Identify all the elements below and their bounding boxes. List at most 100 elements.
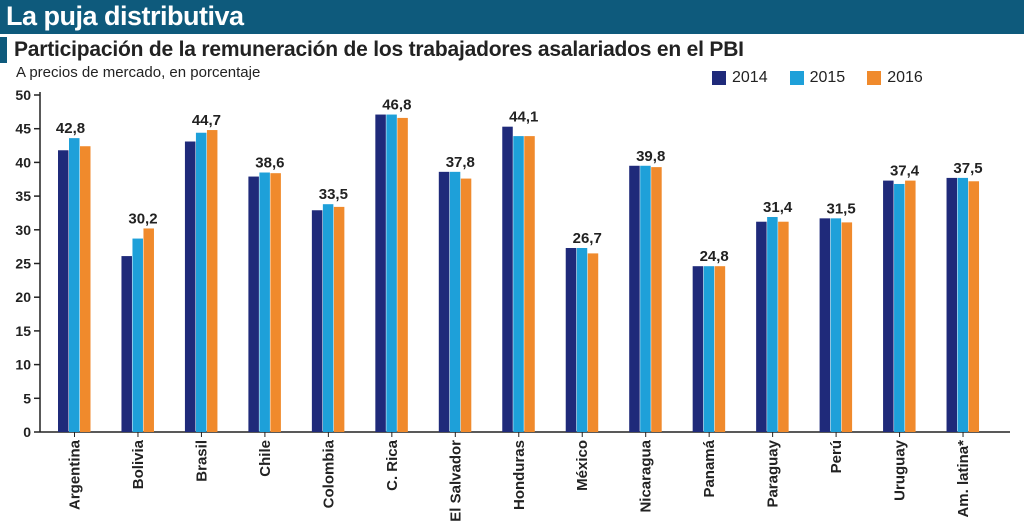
legend-swatch-2016 — [867, 71, 882, 85]
y-tick-label: 10 — [15, 357, 31, 373]
bar-2016 — [397, 117, 408, 432]
bar-2015 — [386, 114, 397, 433]
x-tick-label: Uruguay — [892, 439, 909, 501]
data-label: 37,5 — [953, 160, 982, 177]
data-label: 38,6 — [255, 155, 284, 172]
data-label: 24,8 — [700, 248, 729, 265]
y-tick-label: 15 — [15, 323, 31, 339]
bar-2015 — [576, 247, 588, 432]
legend-item-2014: 2014 — [712, 69, 768, 87]
bar-2015 — [259, 172, 270, 432]
data-label: 39,8 — [636, 148, 665, 165]
y-tick-label: 50 — [15, 87, 31, 103]
bar-2014 — [819, 218, 831, 432]
bar-2016 — [778, 221, 789, 432]
data-label: 31,4 — [763, 199, 793, 216]
bar-2015 — [767, 216, 778, 432]
y-tick-label: 40 — [15, 154, 31, 170]
bar-2016 — [651, 167, 662, 433]
bar-2014 — [311, 210, 323, 432]
bar-2016 — [333, 206, 345, 432]
bar-2016 — [587, 253, 599, 432]
bar-2015 — [957, 177, 969, 432]
y-tick-label: 25 — [15, 256, 31, 272]
bar-2014 — [883, 180, 894, 432]
data-label: 26,7 — [573, 230, 602, 247]
bar-2016 — [905, 180, 916, 432]
data-label: 30,2 — [128, 210, 157, 227]
bar-2015 — [69, 138, 80, 433]
bar-2015 — [322, 204, 334, 432]
bar-2015 — [640, 165, 651, 432]
bar-2015 — [830, 218, 842, 432]
bar-2015 — [703, 266, 715, 432]
bar-2016 — [80, 146, 91, 432]
x-tick-label: Chile — [257, 440, 274, 477]
x-tick-label: Nicaragua — [638, 439, 655, 512]
x-tick-label: Honduras — [511, 440, 528, 510]
bar-2014 — [502, 126, 513, 432]
page-title: La puja distributiva — [6, 1, 244, 31]
x-tick-label: Colombia — [320, 439, 337, 508]
y-tick-label: 0 — [23, 424, 31, 440]
bar-2014 — [692, 266, 704, 432]
subtitle-accent-bar — [0, 37, 7, 63]
bar-2015 — [894, 183, 905, 432]
x-tick-label: Perú — [828, 440, 845, 473]
bar-2014 — [438, 171, 450, 432]
bar-2015 — [132, 238, 143, 432]
bar-2016 — [460, 178, 472, 432]
legend-label-2016: 2016 — [887, 69, 923, 86]
bar-2014 — [121, 256, 132, 432]
bar-2015 — [195, 132, 207, 432]
legend-label-2015: 2015 — [809, 69, 846, 86]
x-tick-label: Brasil — [193, 440, 210, 482]
data-label: 37,8 — [446, 154, 475, 171]
x-tick-label: Bolivia — [130, 439, 147, 489]
bar-2016 — [206, 130, 218, 432]
legend-item-2016: 2016 — [867, 69, 923, 87]
x-tick-label: Am. latina* — [955, 440, 972, 518]
bar-2016 — [968, 181, 980, 432]
chart-unit-note: A precios de mercado, en porcentaje — [16, 64, 261, 81]
legend-swatch-2015 — [789, 71, 804, 85]
bar-2016 — [143, 228, 154, 432]
x-tick-label: C. Rica — [384, 439, 401, 491]
legend-swatch-2014 — [712, 71, 726, 85]
legend-item-2015: 2015 — [789, 69, 846, 87]
data-label: 42,8 — [56, 120, 85, 137]
bar-2016 — [524, 136, 535, 432]
x-tick-label: Panamá — [701, 439, 718, 497]
data-label: 46,8 — [382, 97, 411, 114]
y-tick-label: 20 — [15, 289, 31, 305]
data-label: 37,4 — [890, 163, 920, 180]
bar-2015 — [513, 136, 524, 432]
bar-2014 — [184, 141, 196, 433]
x-tick-label: Argentina — [67, 439, 84, 510]
data-label: 33,5 — [319, 186, 348, 203]
bar-2014 — [756, 221, 767, 432]
legend-label-2014: 2014 — [732, 69, 768, 86]
y-tick-label: 45 — [15, 121, 31, 137]
y-tick-label: 30 — [15, 222, 31, 238]
y-tick-label: 35 — [15, 188, 31, 204]
data-label: 44,1 — [509, 109, 538, 126]
bar-2014 — [946, 177, 958, 432]
bar-2014 — [375, 114, 386, 433]
header-banner: La puja distributiva — [0, 0, 1024, 34]
bar-2014 — [629, 165, 640, 432]
bar-2016 — [714, 266, 726, 432]
bar-2016 — [841, 222, 853, 432]
x-tick-label: México — [574, 440, 591, 491]
chart-title: Participación de la remuneración de los … — [14, 38, 744, 61]
data-label: 31,5 — [826, 200, 855, 217]
x-tick-label: El Salvador — [447, 440, 464, 522]
y-tick-label: 5 — [23, 390, 31, 406]
bar-2014 — [58, 150, 69, 432]
data-label: 44,7 — [192, 112, 221, 129]
legend: 2014 2015 2016 — [712, 69, 945, 87]
bar-2016 — [270, 173, 281, 432]
bar-2014 — [248, 176, 259, 432]
bar-2015 — [449, 171, 461, 432]
